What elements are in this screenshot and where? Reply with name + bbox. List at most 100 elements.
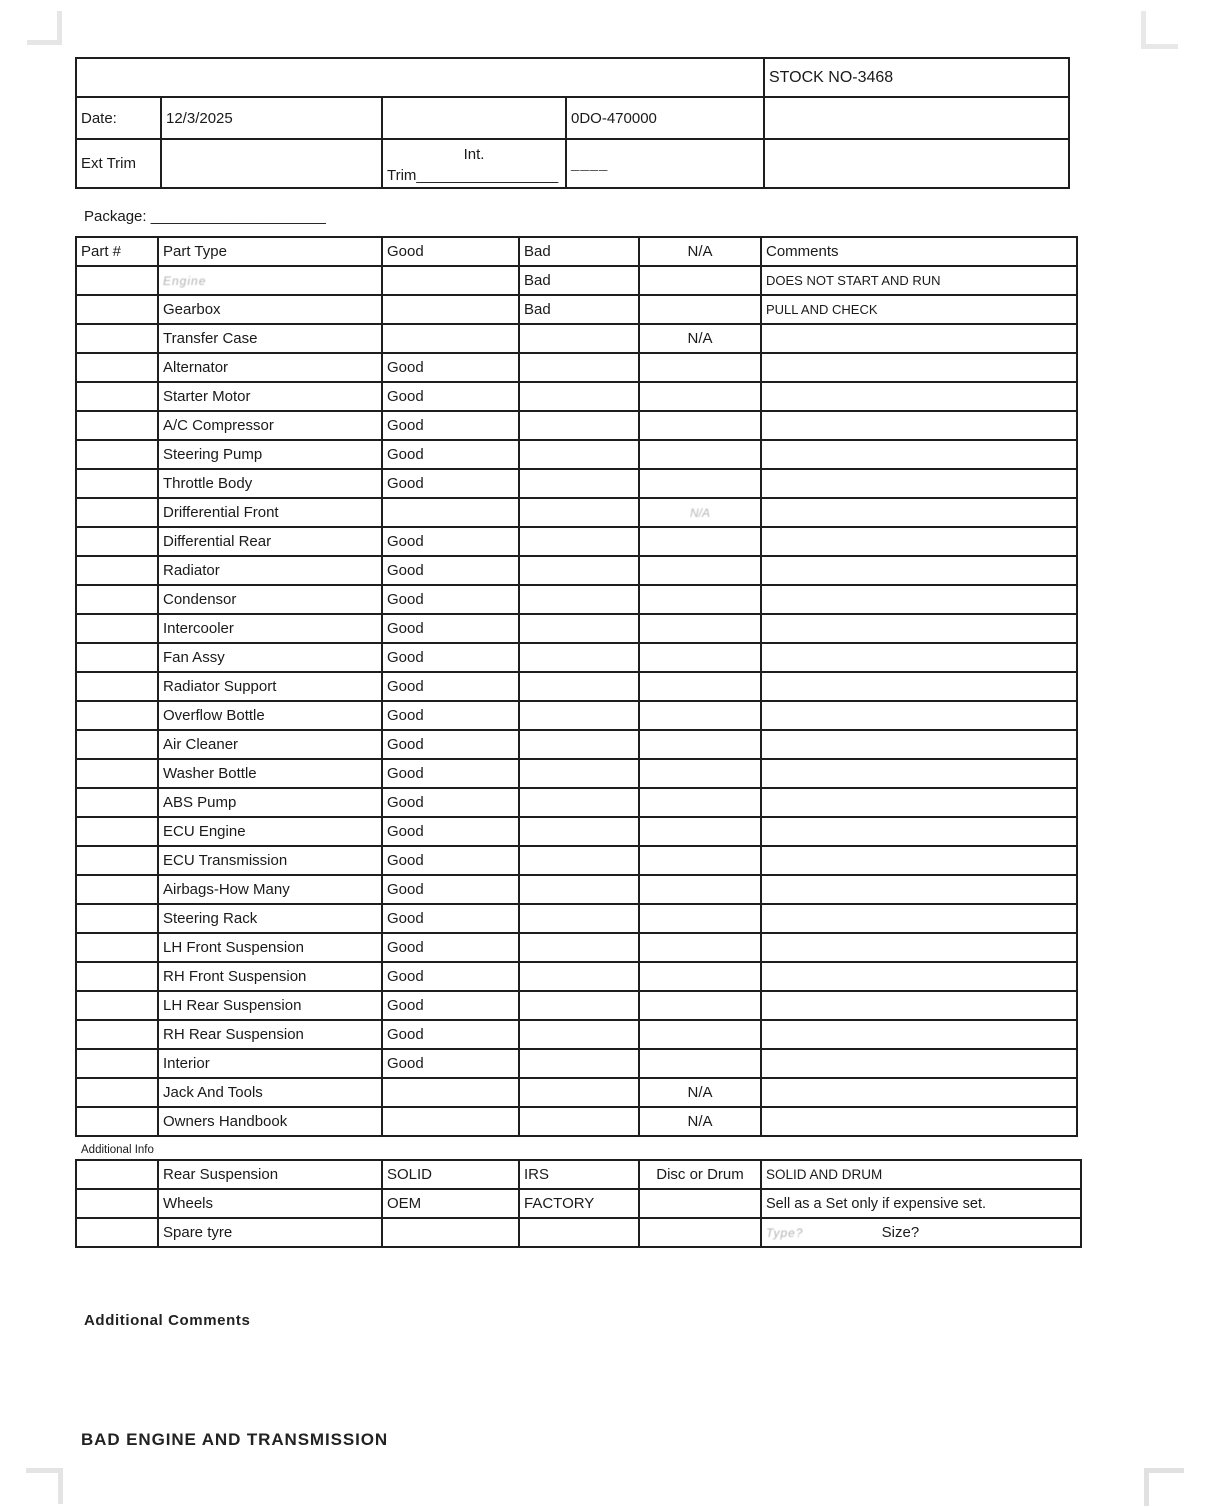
cell-option-2 [518,1217,640,1248]
cell-part-no [75,845,159,876]
cell-comments [760,961,1078,992]
cell-part-type: Rear Suspension [157,1159,383,1190]
header-blank-cell [75,57,765,98]
int-trim-cell: Int. Trim_________________ [381,138,567,189]
cell-na [638,961,762,992]
cell-na [638,584,762,615]
parts-table-row: Steering Rack Good [75,903,1078,934]
cell-good: Good [381,729,520,760]
cell-part-no [75,410,159,441]
cell-part-type: RH Front Suspension [157,961,383,992]
cell-comments [760,584,1078,615]
cell-part-type: Spare tyre [157,1217,383,1248]
cell-bad [518,584,640,615]
cell-comments [760,642,1078,673]
cell-bad [518,874,640,905]
cell-part-type: Engine [157,265,383,296]
parts-table-row: Air Cleaner Good [75,729,1078,760]
cell-option-1: OEM [381,1188,520,1219]
cell-comments: SOLID AND DRUM [760,1159,1082,1190]
stock-number: STOCK NO-3468 [763,57,1070,98]
cell-part-no [75,932,159,963]
cell-part-type: Differential Rear [157,526,383,557]
cell-part-no [75,294,159,325]
parts-table-row: Radiator Support Good [75,671,1078,702]
cell-part-no [75,787,159,818]
cell-part-type: Jack And Tools [157,1077,383,1108]
cell-part-no [75,1159,159,1190]
corner-mark-top-right-icon [1141,11,1178,49]
cell-good [381,265,520,296]
ext-trim-value-cell [160,138,383,189]
cell-bad: Bad [518,294,640,325]
cell-na [638,932,762,963]
cell-part-no [75,265,159,296]
cell-comments [760,729,1078,760]
cell-na [638,816,762,847]
parts-table-row: Jack And Tools N/A [75,1077,1078,1108]
cell-good: Good [381,932,520,963]
cell-na [638,294,762,325]
cell-part-type: LH Front Suspension [157,932,383,963]
cell-bad [518,555,640,586]
cell-comments [760,497,1078,528]
cell-part-no [75,816,159,847]
cell-comments [760,381,1078,412]
cell-good [381,323,520,354]
cell-comments [760,613,1078,644]
int-trim-blank-line: Trim_________________ [387,167,559,184]
cell-comments [760,932,1078,963]
cell-na [638,874,762,905]
cell-part-type: Air Cleaner [157,729,383,760]
cell-part-no [75,758,159,789]
cell-option-2: IRS [518,1159,640,1190]
cell-good: Good [381,671,520,702]
cell-part-type: LH Rear Suspension [157,990,383,1021]
parts-table-row: Owners Handbook N/A [75,1106,1078,1137]
parts-table-row: Airbags-How Many Good [75,874,1078,905]
parts-table-row: Throttle Body Good [75,468,1078,499]
parts-table-row: ABS Pump Good [75,787,1078,818]
cell-bad [518,961,640,992]
cell-part-type: Radiator [157,555,383,586]
cell-na [638,555,762,586]
cell-good: Good [381,613,520,644]
cell-part-type: A/C Compressor [157,410,383,441]
cell-part-no [75,671,159,702]
cell-part-type: Condensor [157,584,383,615]
additional-info-row: Wheels OEM FACTORY Sell as a Set only if… [75,1188,1082,1219]
cell-bad [518,816,640,847]
cell-part-type: Gearbox [157,294,383,325]
cell-bad [518,903,640,934]
cell-part-type: Washer Bottle [157,758,383,789]
cell-comments [760,700,1078,731]
cell-bad [518,1048,640,1079]
cell-bad [518,1019,640,1050]
corner-mark-bottom-right-icon [1144,1468,1184,1506]
cell-good: Good [381,468,520,499]
cell-bad [518,787,640,818]
package-label: Package: _____________________ [84,208,326,225]
cell-part-type: Alternator [157,352,383,383]
cell-good [381,294,520,325]
cell-part-type: Owners Handbook [157,1106,383,1137]
cell-bad [518,352,640,383]
cell-good: Good [381,381,520,412]
cell-bad [518,439,640,470]
additional-info-row: Rear Suspension SOLID IRS Disc or Drum S… [75,1159,1082,1190]
cell-bad: Bad [518,265,640,296]
corner-mark-bottom-left-icon [26,1468,63,1504]
spare-tyre-type-faded-text: Type? [766,1226,804,1240]
parts-table-row: Radiator Good [75,555,1078,586]
cell-good: Good [381,352,520,383]
parts-table-row: Condensor Good [75,584,1078,615]
cell-good: Good [381,961,520,992]
cell-bad [518,323,640,354]
cell-good: Good [381,816,520,847]
cell-part-type: Airbags-How Many [157,874,383,905]
int-trim-label: Int. [463,146,485,163]
cell-good: Good [381,758,520,789]
cell-part-no [75,613,159,644]
header-blank-cell [381,96,567,140]
